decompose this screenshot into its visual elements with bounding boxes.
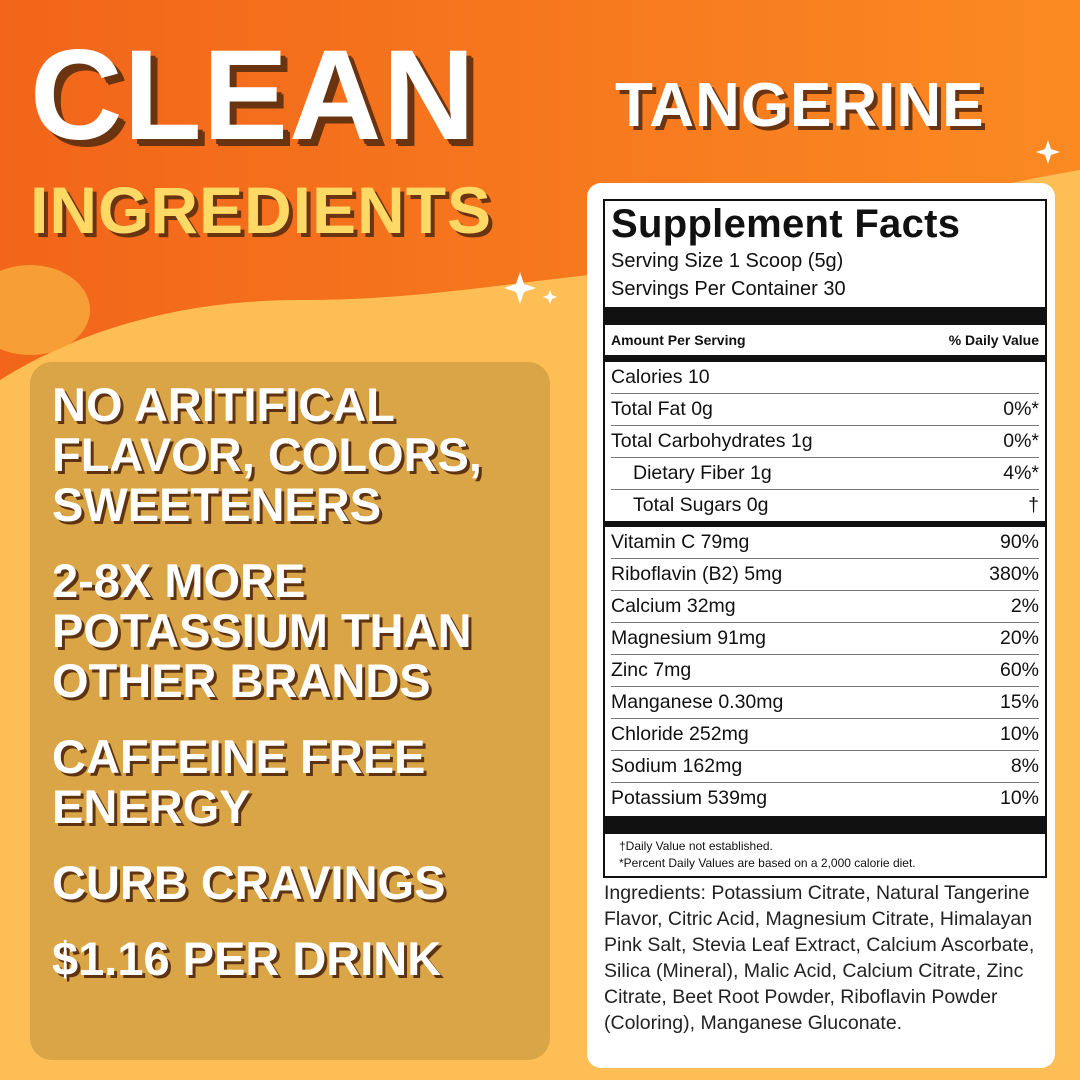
headline: INGREDIENTS xyxy=(30,173,493,247)
label-card xyxy=(587,183,1055,1068)
bar xyxy=(605,307,1045,325)
row-label: Calories 10 xyxy=(611,366,710,388)
serving-size: Serving Size 1 Scoop (5g) xyxy=(611,250,844,272)
servings: Servings Per Container 30 xyxy=(611,278,846,300)
benefit-panel xyxy=(30,362,550,1060)
benefit: NO ARITIFICAL FLAVOR, COLORS, SWEETENERS xyxy=(52,378,482,531)
row-label: Sodium 162mg xyxy=(611,755,743,777)
row-label: Total Sugars 0g xyxy=(633,494,769,516)
row-dv: 4%* xyxy=(1003,462,1039,484)
row-label: Manganese 0.30mg xyxy=(611,691,784,713)
flavor: TANGERINE xyxy=(615,71,985,140)
row-label: Total Fat 0g xyxy=(611,398,713,420)
row-dv: † xyxy=(1028,494,1039,516)
row-label: Zinc 7mg xyxy=(611,659,692,681)
benefit: 2-8X MORE POTASSIUM THAN OTHER BRANDS xyxy=(52,554,472,707)
row-dv: 60% xyxy=(999,659,1039,681)
footnote: †Daily Value not established. xyxy=(619,839,773,853)
facts-row: Zinc 7mg 60% xyxy=(611,655,1039,687)
facts-row: Dietary Fiber 1g 4%* xyxy=(611,458,1039,490)
dv-header: % Daily Value xyxy=(948,332,1039,348)
headline: CLEAN xyxy=(30,24,476,167)
row-label: Vitamin C 79mg xyxy=(611,531,750,553)
row-dv: 0%* xyxy=(1003,430,1039,452)
facts-row: Potassium 539mg 10% xyxy=(611,783,1039,814)
row-label: Calcium 32mg xyxy=(611,595,736,617)
benefit-list: NO ARITIFICAL FLAVOR, COLORS, SWEETENERS… xyxy=(52,380,522,1010)
facts-row: Riboflavin (B2) 5mg 380% xyxy=(611,559,1039,591)
benefit: $1.16 PER DRINK xyxy=(52,932,442,985)
calories: Calories 10 xyxy=(611,362,1039,394)
facts-title: Supplement Facts xyxy=(611,202,961,246)
bar xyxy=(605,521,1045,527)
facts-row: Vitamin C 79mg 90% xyxy=(611,527,1039,559)
row-label: Dietary Fiber 1g xyxy=(633,462,772,484)
facts-row: Magnesium 91mg 20% xyxy=(611,623,1039,655)
row-label: Riboflavin (B2) 5mg xyxy=(611,563,783,585)
bar xyxy=(605,355,1045,362)
row-dv: 15% xyxy=(999,691,1039,713)
facts-row: Total Sugars 0g † xyxy=(611,490,1039,521)
row-label: Potassium 539mg xyxy=(611,787,768,809)
amount-header: Amount Per Serving xyxy=(611,332,746,348)
supplement-facts: Supplement Facts Serving Size 1 Scoop (5… xyxy=(603,199,1047,878)
facts-row: Manganese 0.30mg 15% xyxy=(611,687,1039,719)
row-dv: 10% xyxy=(999,787,1039,809)
facts-row: Chloride 252mg 10% xyxy=(611,719,1039,751)
bar xyxy=(605,816,1045,834)
row-dv: 20% xyxy=(999,627,1039,649)
nutrient-rows: Vitamin C 79mg 90% Riboflavin (B2) 5mg 380%… xyxy=(611,527,1039,814)
facts-row: Calcium 32mg 2% xyxy=(611,591,1039,623)
row-dv: 380% xyxy=(989,563,1039,585)
row-dv: 8% xyxy=(1010,755,1039,777)
row-dv: 0%* xyxy=(1003,398,1039,420)
macro-rows: Total Fat 0g 0%* Total Carbohydrates 1g 0%*… xyxy=(611,394,1039,521)
benefit: CAFFEINE FREE ENERGY xyxy=(52,730,426,833)
row-dv: 10% xyxy=(999,723,1039,745)
facts-header: Amount Per Serving % Daily Value xyxy=(611,325,1039,355)
facts-row: Total Carbohydrates 1g 0%* xyxy=(611,426,1039,458)
ingredients: Ingredients: Potassium Citrate, Natural … xyxy=(604,882,1035,1034)
facts-row: Total Fat 0g 0%* xyxy=(611,394,1039,426)
row-label: Total Carbohydrates 1g xyxy=(611,430,813,452)
footnote: *Percent Daily Values are based on a 2,0… xyxy=(619,856,916,870)
row-dv: 2% xyxy=(1010,595,1039,617)
row-dv: 90% xyxy=(999,531,1039,553)
facts-row: Sodium 162mg 8% xyxy=(611,751,1039,783)
benefit: CURB CRAVINGS xyxy=(52,856,446,909)
row-label: Magnesium 91mg xyxy=(611,627,766,649)
row-label: Chloride 252mg xyxy=(611,723,749,745)
